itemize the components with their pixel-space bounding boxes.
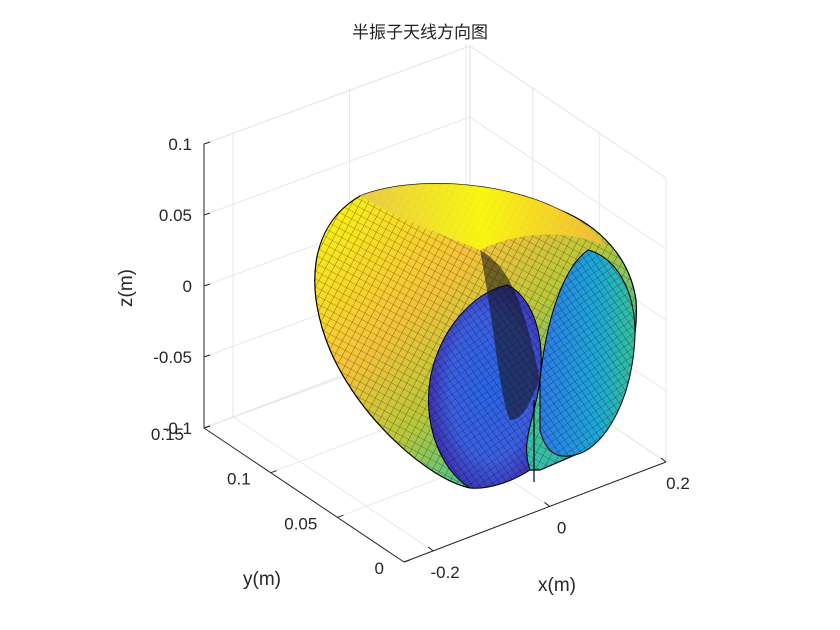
x-tick [544,502,550,507]
y-tick [203,425,211,429]
z-tick-label: 0.1 [168,135,192,154]
z-tick [203,212,211,216]
chart-title: 半振子天线方向图 [352,23,488,43]
x-tick-label: 0 [557,518,566,537]
tick-marks [203,141,667,563]
y-tick-label: 0.15 [151,425,184,444]
z-tick-label: -0.05 [153,348,192,367]
z-tick [203,141,211,145]
x-tick-label: 0.2 [666,474,690,493]
y-axis-label: y(m) [243,569,281,590]
z-tick-label: 0.05 [159,206,192,225]
surface-center-throat [480,250,540,420]
x-tick [660,457,667,463]
y-tick-label: 0.05 [284,514,317,533]
x-tick-labels: -0.2 0 0.2 [430,474,689,582]
y-tick [337,514,344,518]
radiation-pattern-surface [314,183,637,489]
y-tick-label: 0 [375,559,384,578]
z-tick-labels: -0.1 -0.05 0 0.05 0.1 [153,135,192,438]
x-tick [427,546,434,552]
y-tick-label: 0.1 [227,470,251,489]
x-grid-line [232,416,434,552]
y-tick [403,559,411,563]
z-axis-label: z(m) [116,269,137,307]
z-grid-line [469,116,667,250]
z-grid-line [203,116,471,216]
surface-inner-right-mesh [540,250,636,457]
x-tick-label: -0.2 [430,563,459,582]
z-grid-line [203,45,471,145]
surface-top-band [360,183,606,250]
y-tick-labels: 0 0.05 0.1 0.15 [151,425,384,578]
x-axis-label: x(m) [538,575,576,596]
y-tick [270,470,277,474]
z-tick-label: 0 [183,277,192,296]
z-grid-line [469,45,667,179]
z-tick [203,283,211,287]
z-tick [203,354,211,358]
z-tick-label: -0.1 [163,419,192,438]
